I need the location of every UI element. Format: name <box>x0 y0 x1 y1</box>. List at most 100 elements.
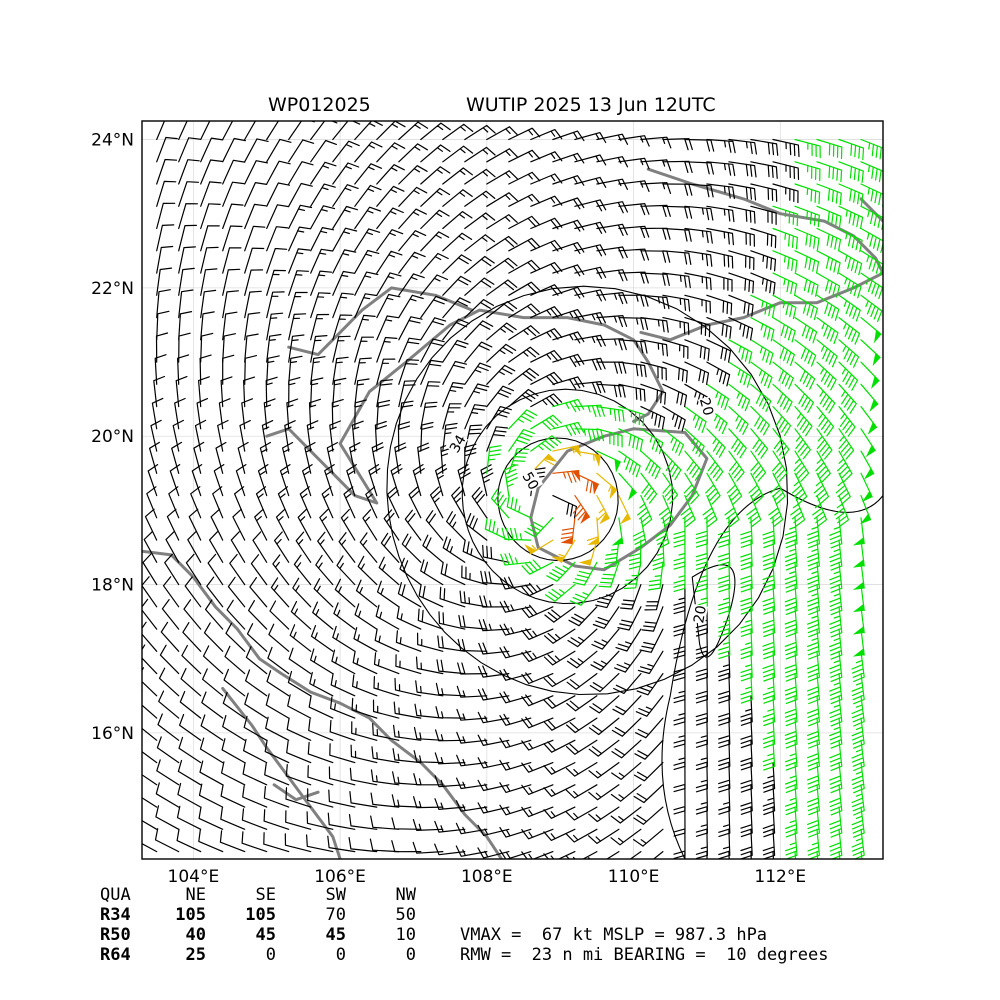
wind-barb <box>718 784 731 815</box>
wind-barb <box>499 668 532 681</box>
wind-barb <box>221 738 246 764</box>
wind-barb <box>718 584 731 615</box>
wind-barb <box>706 138 736 154</box>
wind-barb <box>718 762 731 793</box>
wind-barb <box>486 192 518 207</box>
wind-barb <box>420 401 438 430</box>
wind-barb <box>398 337 421 363</box>
table-header-ne: NE <box>186 885 206 905</box>
wind-barb <box>442 422 458 452</box>
wind-barb <box>838 272 862 299</box>
wind-barb <box>762 739 776 771</box>
wind-barb <box>200 289 217 319</box>
wind-barb <box>464 404 487 430</box>
wind-barb <box>287 670 312 697</box>
wind-barb <box>350 744 378 764</box>
wind-barb <box>816 406 835 437</box>
wind-barb <box>178 121 188 141</box>
wind-barb <box>201 691 224 719</box>
wind-barb <box>762 673 776 704</box>
wind-barb <box>794 161 821 182</box>
wind-barb <box>684 294 711 314</box>
wind-barb-pennant <box>852 603 865 613</box>
wind-barb <box>706 450 724 482</box>
wind-barb <box>750 227 777 249</box>
wind-barb <box>618 450 641 478</box>
wind-barb <box>200 181 222 207</box>
wind-barb <box>705 472 721 505</box>
wind-barb <box>266 247 288 274</box>
wind-barb <box>662 339 689 359</box>
wind-barb <box>552 286 585 299</box>
wind-barb-pennant <box>873 329 882 344</box>
wind-barb <box>552 219 585 232</box>
wind-barb <box>762 606 776 638</box>
wind-radii-table: QUA NE SE SW NW R34 105 105 70 50 R50 40… <box>100 885 417 965</box>
wind-barb <box>588 717 620 736</box>
wind-barb <box>635 695 664 717</box>
wind-barb <box>565 762 598 777</box>
wind-barb <box>331 399 344 430</box>
table-row-r64-label: R64 <box>100 945 131 965</box>
wind-barb <box>279 464 291 497</box>
wind-barb-pennant <box>852 536 865 546</box>
wind-barb <box>315 554 334 586</box>
wind-barb <box>398 359 420 385</box>
wind-barb <box>829 517 843 549</box>
table-row-r50-ne: 40 <box>186 925 206 945</box>
wind-barb <box>565 784 598 799</box>
wind-barb <box>288 139 315 163</box>
wind-barb <box>257 464 269 497</box>
wind-barb <box>376 229 404 252</box>
wind-barb <box>376 142 406 163</box>
wind-barb <box>200 121 211 141</box>
wind-barb <box>829 762 843 794</box>
wind-barb <box>310 625 334 652</box>
wind-barb <box>521 694 554 707</box>
wind-barb <box>610 806 642 824</box>
wind-barb <box>508 325 540 341</box>
wind-barb <box>499 849 532 859</box>
wind-barb <box>156 158 178 185</box>
wind-barb <box>420 559 444 586</box>
wind-barb <box>706 183 735 200</box>
wind-barb <box>680 495 696 528</box>
wind-barb <box>816 339 838 368</box>
summary-vmax-mslp: VMAX = 67 kt MSLP = 987.3 hPa <box>460 925 767 945</box>
wind-barb <box>596 292 628 305</box>
wind-barb <box>544 628 576 644</box>
wind-barb <box>464 299 494 319</box>
wind-barb <box>156 224 175 252</box>
wind-barb <box>662 294 691 312</box>
wind-barb <box>178 181 199 207</box>
wind-barb <box>442 167 473 185</box>
wind-barb-pennant <box>861 490 873 503</box>
coastline-segment <box>142 549 503 859</box>
wind-barb <box>807 539 820 571</box>
wind-barb <box>618 317 649 330</box>
wind-barb <box>784 517 798 549</box>
wind-barb <box>829 673 843 705</box>
wind-barb <box>244 138 269 163</box>
wind-barb <box>464 124 496 141</box>
wind-barb <box>662 317 690 336</box>
wind-barb <box>838 406 856 437</box>
wind-barb <box>728 272 755 294</box>
wind-barb <box>618 294 649 307</box>
wind-barb-pennant <box>614 458 621 473</box>
contour-label-bg <box>520 468 544 493</box>
wind-barb <box>718 717 731 748</box>
wind-barb <box>706 361 731 387</box>
wind-barb <box>486 445 502 474</box>
wind-barb <box>288 313 307 341</box>
wind-barb <box>442 211 473 230</box>
map-panel: 34 50 20 20 104°E 106°E 108°E 110°E 112°E 16°N 18… <box>91 120 884 887</box>
contour-labels: 34 50 20 20 <box>445 395 718 625</box>
wind-barb <box>508 346 540 363</box>
wind-barb <box>246 623 268 652</box>
wind-barb <box>673 650 686 681</box>
wind-barb <box>648 561 664 591</box>
wind-barb <box>354 336 374 363</box>
wind-barb <box>328 789 356 808</box>
wind-barb <box>851 828 865 859</box>
